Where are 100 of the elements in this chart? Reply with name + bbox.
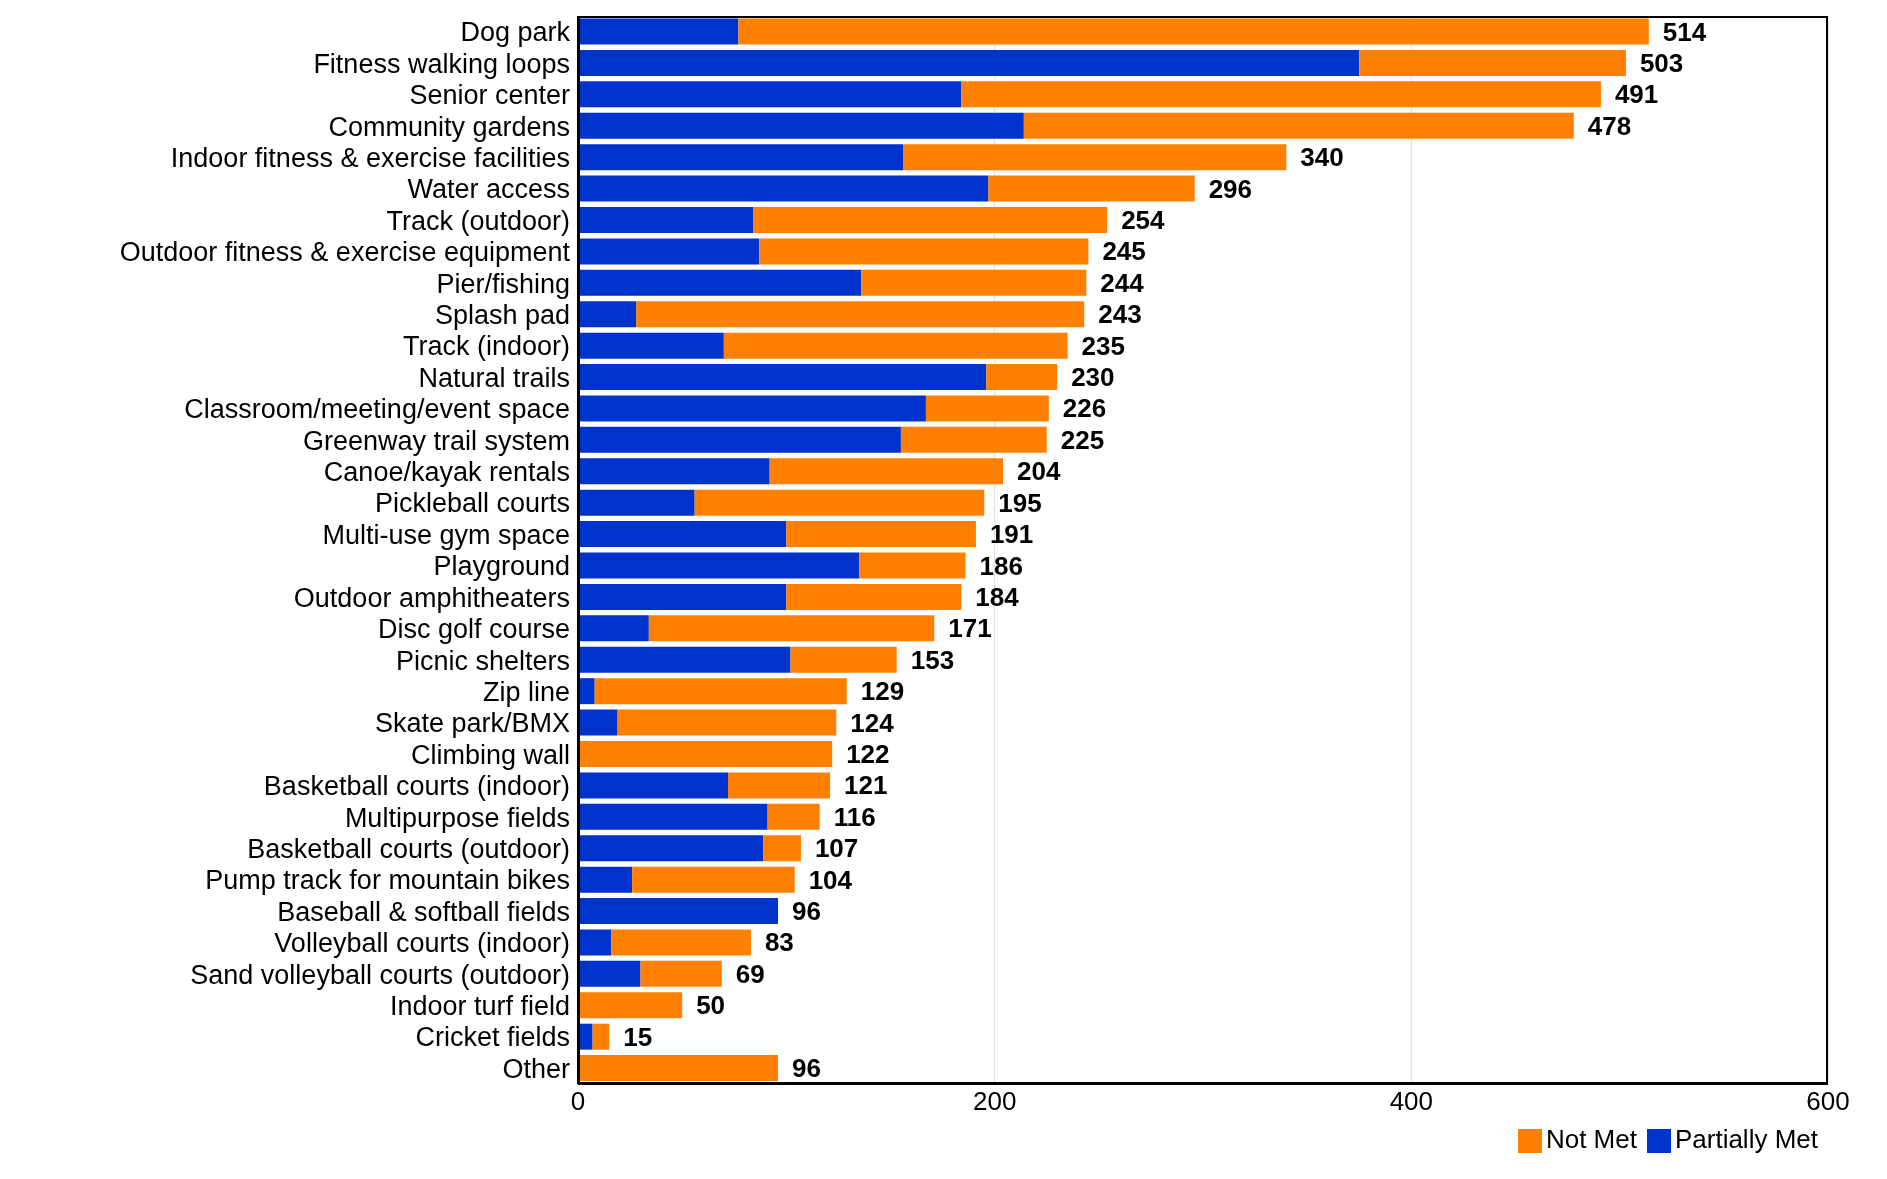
total-label: 124 (850, 707, 895, 738)
bar (578, 269, 862, 296)
bar (578, 583, 787, 610)
total-label: 225 (1060, 424, 1105, 455)
bar (578, 740, 833, 767)
bar (578, 929, 612, 956)
x-tick-label: 0 (570, 1086, 586, 1117)
bar (859, 552, 966, 579)
total-label: 254 (1121, 204, 1166, 235)
y-tick-label: Playground (433, 551, 570, 582)
y-tick-label: Senior center (409, 80, 570, 111)
total-label: 186 (979, 550, 1023, 581)
total-label: 121 (844, 770, 888, 801)
bar (578, 426, 901, 453)
bar (767, 803, 820, 830)
total-label: 191 (989, 519, 1034, 550)
y-tick-label: Fitness walking loops (313, 48, 570, 79)
total-label: 491 (1614, 79, 1659, 110)
bar (578, 866, 633, 893)
total-label: 171 (948, 613, 992, 644)
y-tick-label: Picnic shelters (395, 645, 570, 676)
bar (786, 521, 976, 548)
bar (578, 678, 595, 705)
bar (578, 646, 791, 673)
y-tick-label: Indoor turf field (389, 991, 570, 1022)
bar (648, 615, 935, 642)
bar (578, 144, 903, 171)
total-label: 96 (792, 1053, 821, 1084)
total-label: 104 (808, 864, 853, 895)
bar (861, 269, 1087, 296)
bar (578, 395, 926, 422)
total-label: 184 (975, 581, 1020, 612)
total-label: 514 (1662, 16, 1707, 47)
total-label: 245 (1102, 236, 1146, 267)
y-tick-label: Splash pad (434, 300, 570, 330)
bar (988, 175, 1195, 202)
bar (961, 81, 1601, 108)
bar (728, 772, 831, 799)
total-label: 107 (814, 833, 859, 864)
y-tick-label: Other (502, 1053, 570, 1084)
total-label: 195 (998, 487, 1042, 518)
total-label: 129 (860, 676, 905, 707)
bar (578, 992, 683, 1019)
bar (578, 960, 641, 987)
y-tick-label: Greenway trail system (302, 425, 570, 456)
total-label: 116 (833, 801, 876, 832)
y-tick-label: Basketball courts (indoor) (263, 771, 570, 802)
bar (594, 678, 847, 705)
bar (640, 960, 722, 987)
bar (753, 206, 1108, 233)
bar (986, 364, 1058, 391)
bar (592, 1023, 610, 1050)
bar (786, 583, 962, 610)
total-label: 15 (623, 1021, 653, 1052)
bar (578, 18, 739, 45)
bar (578, 803, 768, 830)
bar (790, 646, 897, 673)
y-tick-label: Sand volleyball courts (outdoor) (190, 959, 570, 990)
y-tick-label: Disc golf course (377, 614, 570, 645)
bar (578, 772, 728, 799)
y-tick-label: Multipurpose fields (344, 802, 570, 833)
bar (578, 81, 962, 108)
y-tick-label: Classroom/meeting/event space (184, 394, 570, 425)
legend-label: Partially Met (1674, 1124, 1818, 1154)
total-label: 153 (910, 644, 955, 675)
total-label: 50 (696, 990, 726, 1021)
total-label: 235 (1081, 330, 1125, 361)
total-label: 230 (1071, 362, 1115, 393)
total-label: 204 (1017, 456, 1061, 487)
total-label: 69 (735, 958, 765, 989)
y-tick-label: Climbing wall (410, 739, 570, 770)
total-label: 244 (1100, 267, 1145, 298)
y-tick-label: Outdoor fitness & exercise equipment (119, 237, 571, 268)
bar (636, 301, 1085, 328)
y-tick-label: Cricket fields (415, 1022, 570, 1053)
bar (578, 835, 764, 862)
bar (578, 112, 1024, 139)
bar (578, 458, 770, 485)
bar (738, 18, 1649, 45)
legend-label: Not Met (1545, 1124, 1637, 1154)
bar (578, 238, 760, 265)
total-label: 122 (846, 738, 890, 769)
bar (632, 866, 795, 893)
y-tick-label: Pump track for mountain bikes (205, 865, 570, 896)
total-label: 83 (764, 927, 794, 958)
x-tick-label: 200 (972, 1086, 1017, 1117)
bar (578, 489, 695, 516)
bar (578, 49, 1360, 76)
bar (759, 238, 1089, 265)
y-tick-label: Track (indoor) (402, 331, 570, 362)
y-tick-label: Skate park/BMX (374, 708, 570, 739)
y-tick-label: Pier/fishing (436, 268, 570, 299)
y-tick-label: Zip line (482, 676, 570, 707)
y-tick-label: Water access (407, 174, 570, 205)
bar (723, 332, 1068, 359)
y-tick-label: Indoor fitness & exercise facilities (170, 142, 570, 173)
bar (903, 144, 1287, 171)
y-tick-label: Dog park (460, 17, 571, 48)
total-label: 226 (1062, 393, 1107, 424)
bar (900, 426, 1047, 453)
